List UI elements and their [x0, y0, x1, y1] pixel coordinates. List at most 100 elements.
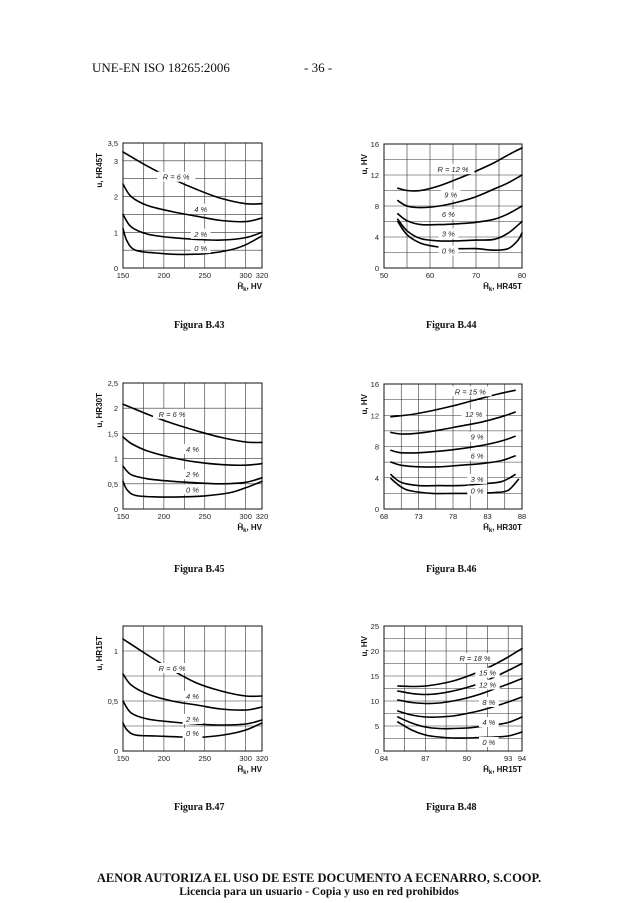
- series-label-backdrop: [467, 431, 488, 442]
- x-tick-label: 87: [421, 754, 429, 763]
- series-label: 4 %: [186, 692, 199, 701]
- series-label-backdrop: [478, 717, 499, 727]
- series-line: [390, 411, 516, 435]
- y-tick-label: 1: [114, 455, 118, 464]
- y-tick-label: 1: [114, 228, 118, 237]
- plot-frame: [122, 382, 263, 510]
- series-label-backdrop: [438, 209, 459, 220]
- x-tick-label: 250: [199, 754, 212, 763]
- series-label: 4 %: [194, 205, 207, 214]
- series-label-backdrop: [438, 245, 459, 256]
- y-axis-label: u, HR45T: [95, 153, 104, 188]
- x-axis-label: H̄k, HR15T: [483, 765, 522, 776]
- x-axis-label: H̄k, HV: [237, 282, 262, 293]
- x-axis-label: H̄k, HV: [237, 765, 262, 776]
- series-label-backdrop: [190, 243, 211, 254]
- series-label: 2 %: [185, 715, 199, 724]
- series-label-backdrop: [440, 189, 461, 200]
- series-label-backdrop: [190, 228, 211, 239]
- y-tick-label: 25: [371, 622, 379, 631]
- series-line: [122, 638, 263, 698]
- series-label: 9 %: [444, 191, 457, 200]
- series-label-backdrop: [182, 728, 203, 738]
- series-label-backdrop: [182, 714, 203, 724]
- series-line: [397, 220, 523, 251]
- series-label: 0 %: [471, 487, 484, 496]
- y-tick-label: 8: [375, 202, 379, 211]
- series-label: 2 %: [193, 230, 207, 239]
- series-line: [390, 435, 516, 454]
- x-tick-label: 320: [256, 512, 269, 521]
- y-tick-label: 0: [114, 505, 118, 514]
- series-label-backdrop: [438, 228, 459, 239]
- y-tick-label: 16: [371, 380, 379, 389]
- series-line: [397, 721, 523, 739]
- series-label-backdrop: [190, 203, 211, 214]
- series-line: [122, 465, 263, 485]
- series-line: [122, 227, 263, 256]
- y-tick-label: 1,5: [108, 429, 118, 438]
- x-tick-label: 84: [380, 754, 388, 763]
- y-tick-label: 1: [114, 647, 118, 656]
- x-tick-label: 68: [380, 512, 388, 521]
- x-tick-label: 73: [414, 512, 422, 521]
- series-line: [397, 716, 523, 730]
- series-label: 12 %: [479, 681, 496, 690]
- y-tick-label: 8: [375, 443, 379, 452]
- series-line: [397, 147, 523, 192]
- x-tick-label: 200: [158, 271, 171, 280]
- series-line: [397, 218, 523, 242]
- x-tick-label: 250: [199, 271, 212, 280]
- figure-caption-b48: Figura B.48: [426, 802, 477, 813]
- series-label-backdrop: [467, 485, 488, 496]
- series-label: 15 %: [479, 669, 496, 678]
- x-tick-label: 150: [117, 754, 130, 763]
- footer-license-line-2: Licencia para un usuario - Copia y uso e…: [179, 886, 459, 898]
- series-label: 0 %: [186, 729, 199, 738]
- series-label-backdrop: [475, 667, 500, 678]
- series-line: [122, 673, 263, 711]
- y-tick-label: 4: [375, 474, 379, 483]
- y-tick-label: 2: [114, 404, 118, 413]
- series-label: 3 %: [442, 229, 455, 238]
- y-tick-label: 0: [375, 264, 379, 273]
- x-tick-label: 150: [117, 271, 130, 280]
- y-tick-label: 15: [371, 672, 379, 681]
- y-tick-label: 12: [371, 411, 379, 420]
- x-tick-label: 94: [518, 754, 526, 763]
- x-tick-label: 320: [256, 271, 269, 280]
- series-label: R = 6 %: [163, 173, 190, 182]
- series-label-backdrop: [467, 450, 488, 461]
- x-tick-label: 60: [426, 271, 434, 280]
- y-tick-label: 0,5: [108, 480, 118, 489]
- series-label: 0 %: [482, 738, 495, 747]
- series-label: 4 %: [186, 445, 199, 454]
- y-tick-label: 5: [375, 722, 379, 731]
- x-axis-label: H̄k, HR45T: [483, 282, 522, 293]
- figure-caption-b45: Figura B.45: [174, 564, 225, 575]
- series-line: [390, 455, 516, 468]
- y-tick-label: 0,5: [108, 697, 118, 706]
- series-label: 6 %: [471, 451, 484, 460]
- series-label: 0 %: [186, 485, 199, 494]
- series-label-backdrop: [478, 737, 499, 747]
- series-label-backdrop: [478, 697, 499, 707]
- y-tick-label: 20: [371, 647, 379, 656]
- series-line: [122, 403, 263, 444]
- series-line: [397, 174, 523, 209]
- series-line: [122, 183, 263, 223]
- series-label: R = 6 %: [159, 410, 186, 419]
- footer-license-line-1: AENOR AUTORIZA EL USO DE ESTE DOCUMENTO …: [96, 871, 542, 885]
- series-line: [122, 722, 263, 739]
- y-axis-label: u, HV: [360, 635, 369, 656]
- series-label-backdrop: [182, 484, 203, 495]
- series-line: [397, 677, 523, 705]
- x-tick-label: 300: [239, 512, 252, 521]
- y-tick-label: 10: [371, 697, 379, 706]
- x-tick-label: 80: [518, 271, 526, 280]
- y-tick-label: 2,5: [108, 379, 118, 388]
- series-line: [122, 436, 263, 467]
- series-label-backdrop: [157, 171, 196, 182]
